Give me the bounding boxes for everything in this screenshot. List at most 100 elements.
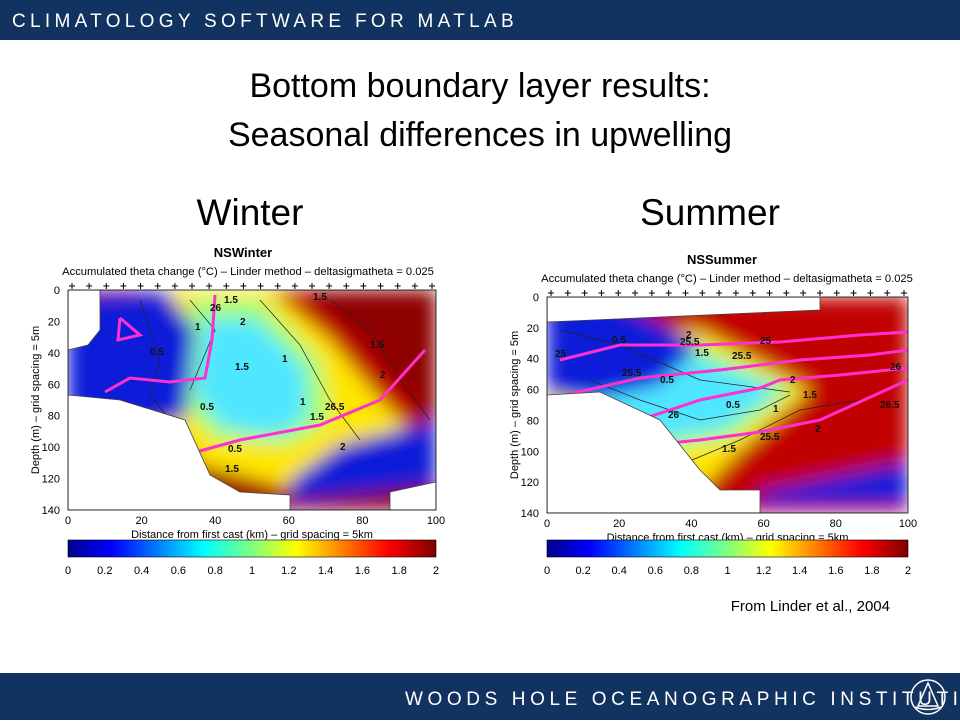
contour-label: 1 bbox=[773, 404, 779, 415]
cast-marker bbox=[309, 283, 315, 289]
cast-marker bbox=[884, 290, 891, 296]
plot-frame bbox=[546, 296, 909, 514]
x-tick-label: 40 bbox=[685, 518, 697, 530]
cast-marker bbox=[816, 290, 823, 296]
x-tick-label: 0 bbox=[65, 515, 71, 527]
contour-label: 1.5 bbox=[310, 412, 324, 423]
colorbar-tick-label: 0 bbox=[544, 565, 550, 577]
contour-label: 2 bbox=[340, 442, 346, 453]
x-tick-label: 0 bbox=[544, 518, 550, 530]
y-tick-label: 140 bbox=[521, 508, 539, 520]
x-tick-label: 100 bbox=[899, 518, 917, 530]
colorbar-tick-label: 1.8 bbox=[864, 565, 879, 577]
plot-frame bbox=[67, 289, 437, 511]
figure: NSWinter Accumulated theta change (°C) – … bbox=[30, 245, 445, 577]
cast-marker bbox=[716, 290, 723, 296]
color-region bbox=[760, 462, 908, 505]
colorbar-tick-label: 0.6 bbox=[171, 565, 186, 577]
cast-marker bbox=[360, 283, 367, 289]
slide-title: Bottom boundary layer results: bbox=[249, 67, 710, 105]
contour-label: 26 bbox=[890, 362, 902, 373]
header-bar bbox=[0, 0, 960, 40]
x-tick-label: 100 bbox=[427, 515, 445, 527]
cast-marker bbox=[581, 290, 588, 296]
y-tick-label: 0 bbox=[54, 285, 60, 297]
colorbar-tick-label: 1.4 bbox=[318, 565, 333, 577]
contour-label: 25.5 bbox=[622, 368, 642, 379]
cast-marker bbox=[665, 290, 672, 296]
colorbar-tick-label: 1.6 bbox=[355, 565, 370, 577]
contour-label: 26.5 bbox=[325, 402, 345, 413]
cast-marker bbox=[682, 290, 689, 296]
contour-label: 2 bbox=[240, 317, 246, 328]
cast-marker bbox=[699, 290, 706, 296]
contour-field bbox=[547, 297, 908, 513]
color-field bbox=[68, 290, 436, 510]
x-tick-label: 80 bbox=[830, 518, 842, 530]
colorbar-tick-label: 2 bbox=[905, 565, 911, 577]
cast-marker bbox=[240, 283, 247, 289]
cast-marker bbox=[732, 290, 739, 296]
colorbar-tick-label: 1.2 bbox=[756, 565, 771, 577]
cast-marker bbox=[615, 290, 622, 296]
colorbar-tick-label: 2 bbox=[433, 565, 439, 577]
cast-marker bbox=[833, 290, 840, 296]
colorbar bbox=[546, 539, 909, 558]
cast-marker bbox=[429, 283, 435, 289]
colorbar-tick-label: 1.2 bbox=[281, 565, 296, 577]
cast-marker bbox=[223, 283, 230, 289]
y-tick-label: 80 bbox=[527, 415, 539, 427]
color-region bbox=[547, 297, 700, 400]
contour-label: 0.5 bbox=[150, 347, 164, 358]
contour-label: 26 bbox=[210, 303, 222, 314]
colorbar-tick-label: 1 bbox=[249, 565, 255, 577]
cast-marker bbox=[800, 290, 807, 296]
cast-marker bbox=[766, 290, 773, 296]
y-tick-label: 100 bbox=[42, 442, 60, 454]
contour-label: 1.5 bbox=[370, 340, 384, 351]
cast-marker bbox=[343, 283, 350, 289]
contour-label: 1.5 bbox=[313, 292, 327, 303]
density-line bbox=[564, 348, 908, 397]
footer-bar bbox=[0, 673, 960, 720]
cast-marker bbox=[783, 290, 790, 296]
contour-label: 0.5 bbox=[660, 375, 674, 386]
y-tick-label: 20 bbox=[527, 323, 539, 335]
y-axis-label: Depth (m) – grid spacing = 5m bbox=[509, 331, 521, 479]
colorbar-tick-label: 1 bbox=[724, 565, 730, 577]
x-tick-label: 60 bbox=[283, 515, 295, 527]
contour-label: 25.5 bbox=[760, 432, 780, 443]
x-axis-label: Distance from first cast (km) – grid spa… bbox=[131, 529, 373, 541]
contour-label: 2 bbox=[790, 375, 796, 386]
contour-label: 1 bbox=[300, 397, 306, 408]
contour-label: 0.5 bbox=[228, 444, 242, 455]
contour-label: 1.5 bbox=[722, 444, 736, 455]
colorbar-tick-label: 1.6 bbox=[828, 565, 843, 577]
cast-marker bbox=[394, 283, 401, 289]
cast-marker bbox=[867, 290, 874, 296]
contour-label: 25.5 bbox=[732, 351, 752, 362]
colorbar-tick-label: 1.8 bbox=[392, 565, 407, 577]
citation: From Linder et al., 2004 bbox=[731, 598, 890, 615]
contour-label: 1 bbox=[195, 322, 201, 333]
contour-line bbox=[679, 399, 861, 466]
cast-marker bbox=[69, 283, 75, 289]
contour-label: 2 bbox=[815, 424, 821, 435]
slide-title: Seasonal differences in upwelling bbox=[228, 116, 732, 154]
contour-field bbox=[68, 290, 436, 510]
cast-marker bbox=[274, 283, 281, 289]
cast-marker bbox=[189, 283, 195, 289]
colorbar-tick-label: 1.4 bbox=[792, 565, 807, 577]
contour-label: 25 bbox=[555, 349, 567, 360]
cast-marker bbox=[326, 283, 333, 289]
contour-label: 0.5 bbox=[612, 335, 626, 346]
y-tick-label: 20 bbox=[48, 316, 60, 328]
y-tick-label: 60 bbox=[527, 385, 539, 397]
no-data bbox=[68, 290, 101, 351]
cast-marker bbox=[411, 283, 418, 289]
plot-title: NSSummer bbox=[687, 252, 757, 267]
cast-marker bbox=[749, 290, 756, 296]
cast-marker bbox=[632, 290, 639, 296]
color-region bbox=[195, 320, 305, 435]
